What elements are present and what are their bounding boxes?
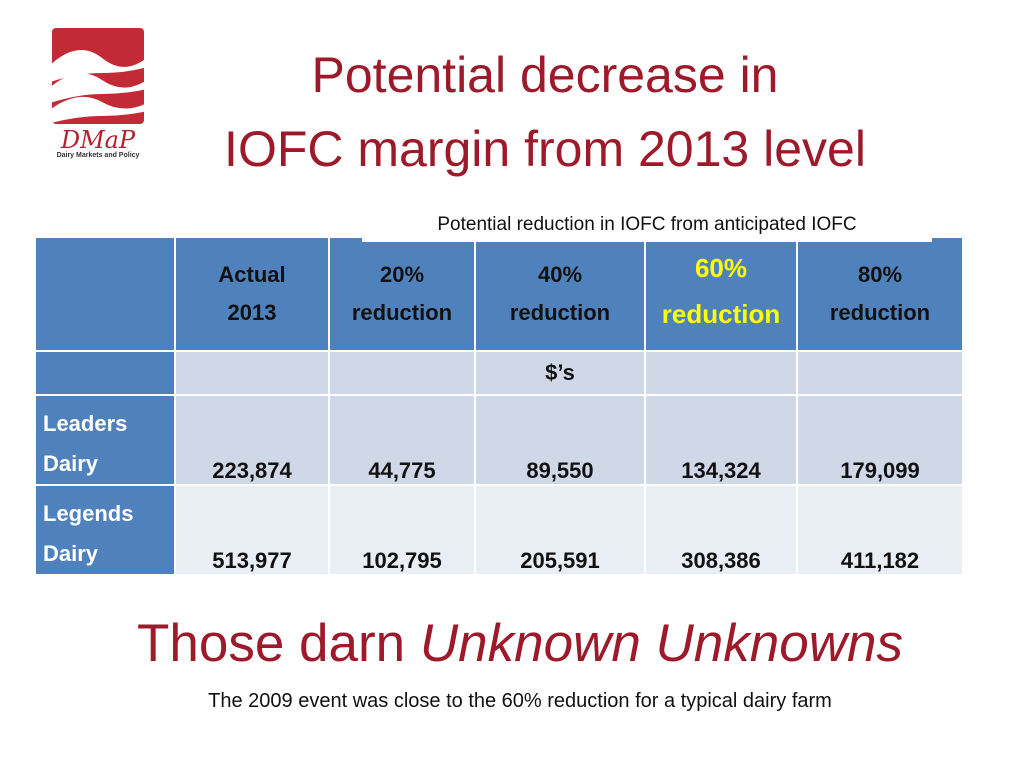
table-cell: 179,099	[796, 394, 964, 486]
units-cell	[174, 350, 330, 396]
units-cell	[328, 350, 476, 396]
header-cell-20: 20% reduction	[328, 236, 476, 352]
iofc-table: Actual 2013 20% reduction 40% reduction 60%…	[34, 236, 964, 576]
table-cell: 205,591	[474, 484, 646, 576]
units-row: $’s	[34, 350, 964, 396]
tagline-italic: Unknown Unknowns	[419, 614, 903, 673]
table-cell: 44,775	[328, 394, 476, 486]
header-cell-60-highlight: 60% reduction	[644, 236, 798, 352]
table-row-leaders: Leaders Dairy 223,874 44,775 89,550 134,3…	[34, 394, 964, 486]
logo-text: DMaP	[60, 126, 136, 154]
row-label-legends: Legends Dairy	[34, 484, 176, 576]
table-cell: 102,795	[328, 484, 476, 576]
units-cell-dollars: $’s	[474, 350, 646, 396]
tagline: Those darn Unknown Unknowns	[90, 612, 950, 676]
units-cell	[796, 350, 964, 396]
table-cell: 411,182	[796, 484, 964, 576]
header-cell-40: 40% reduction	[474, 236, 646, 352]
slide-title: Potential decrease in IOFC margin from 2…	[160, 38, 930, 186]
logo-subtitle: Dairy Markets and Policy	[56, 152, 140, 159]
footnote: The 2009 event was close to the 60% redu…	[208, 690, 832, 712]
table-cell: 89,550	[474, 394, 646, 486]
logo-waves-icon	[52, 28, 144, 124]
tagline-plain: Those darn	[137, 614, 420, 673]
title-line-1: Potential decrease in	[311, 47, 779, 103]
table-subheader: Potential reduction in IOFC from anticip…	[362, 208, 932, 242]
table-cell: 223,874	[174, 394, 330, 486]
header-cell-80: 80% reduction	[796, 236, 964, 352]
units-cell	[644, 350, 798, 396]
title-line-2: IOFC margin from 2013 level	[224, 121, 866, 177]
units-cell-label	[34, 350, 176, 396]
table-row-legends: Legends Dairy 513,977 102,795 205,591 308…	[34, 484, 964, 576]
table-cell: 134,324	[644, 394, 798, 486]
table-cell: 308,386	[644, 484, 798, 576]
dmap-logo: DMaP Dairy Markets and Policy	[50, 28, 146, 162]
row-label-leaders: Leaders Dairy	[34, 394, 176, 486]
table-header-row: Actual 2013 20% reduction 40% reduction 60%…	[34, 236, 964, 352]
header-cell-actual: Actual 2013	[174, 236, 330, 352]
table-cell: 513,977	[174, 484, 330, 576]
header-cell-empty	[34, 236, 176, 352]
